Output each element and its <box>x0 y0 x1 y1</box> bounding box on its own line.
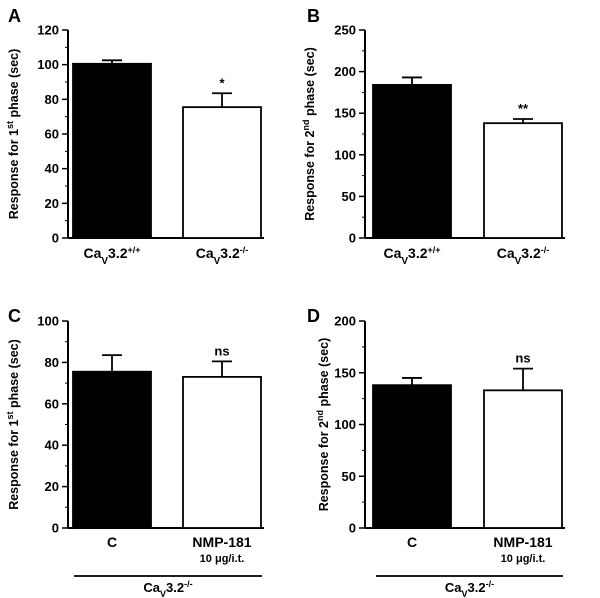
y-tick-label: 40 <box>45 161 59 176</box>
panel-b: B 0 50 100 150 200 250 Response for 2nd phase (… <box>301 6 565 267</box>
panel-a: A 0 20 40 60 80 100 120 Response for 1st phase (… <box>5 6 264 267</box>
y-tick-label: 100 <box>37 57 59 72</box>
bar <box>182 375 262 529</box>
y-tick-label: 100 <box>37 314 59 329</box>
y-axis-title: Response for 2nd phase (sec) <box>315 338 331 512</box>
category-label: NMP-181 <box>493 534 552 550</box>
y-axis-title: Response for 1st phase (sec) <box>5 339 21 510</box>
category-label: CaV3.2+/+ <box>383 245 440 267</box>
bar <box>483 122 563 239</box>
y-axis-title: Response for 2nd phase (sec) <box>301 47 317 221</box>
y-tick-label: 150 <box>334 365 356 380</box>
y-axis-title: Response for 1st phase (sec) <box>5 49 21 220</box>
bar <box>483 389 563 529</box>
bar <box>72 370 152 529</box>
y-tick-label: 0 <box>52 521 59 536</box>
significance-label: ns <box>515 351 530 366</box>
significance-label: ns <box>214 343 229 358</box>
y-tick-label: 200 <box>334 314 356 329</box>
y-tick-label: 150 <box>334 106 356 121</box>
y-tick-label: 20 <box>45 196 59 211</box>
bar <box>182 106 262 239</box>
y-tick-label: 50 <box>342 189 356 204</box>
y-tick-label: 0 <box>52 231 59 246</box>
category-label: CaV3.2+/+ <box>83 245 140 267</box>
significance-label: ** <box>518 101 529 116</box>
y-tick-label: 200 <box>334 64 356 79</box>
category-label: CaV3.2-/- <box>196 245 249 267</box>
panel-letter: A <box>8 6 21 26</box>
y-tick-label: 0 <box>349 521 356 536</box>
panel-letter: B <box>307 6 320 26</box>
y-tick-label: 50 <box>342 469 356 484</box>
panel-c: C 0 20 40 60 80 100 Response for 1st phase (sec… <box>5 306 264 598</box>
y-tick-label: 100 <box>334 417 356 432</box>
y-tick-label: 60 <box>45 127 59 142</box>
significance-label: * <box>219 75 225 90</box>
y-tick-label: 250 <box>334 23 356 38</box>
category-label: NMP-181 <box>192 534 251 550</box>
y-tick-label: 80 <box>45 92 59 107</box>
y-tick-label: 60 <box>45 396 59 411</box>
y-tick-label: 0 <box>349 231 356 246</box>
panel-letter: D <box>307 306 320 326</box>
bar <box>372 84 452 239</box>
group-label: CaV3.2-/- <box>445 579 494 598</box>
category-label: C <box>407 534 417 550</box>
panel-letter: C <box>8 306 21 326</box>
y-tick-label: 40 <box>45 438 59 453</box>
bar <box>72 62 152 239</box>
y-tick-label: 100 <box>334 147 356 162</box>
group-label: CaV3.2-/- <box>143 579 192 598</box>
category-sublabel: 10 μg/i.t. <box>200 553 245 565</box>
y-tick-label: 80 <box>45 355 59 370</box>
y-tick-label: 120 <box>37 23 59 38</box>
bar <box>372 384 452 529</box>
y-tick-label: 20 <box>45 479 59 494</box>
category-sublabel: 10 μg/i.t. <box>501 553 546 565</box>
category-label: C <box>107 534 117 550</box>
category-label: CaV3.2-/- <box>497 245 550 267</box>
